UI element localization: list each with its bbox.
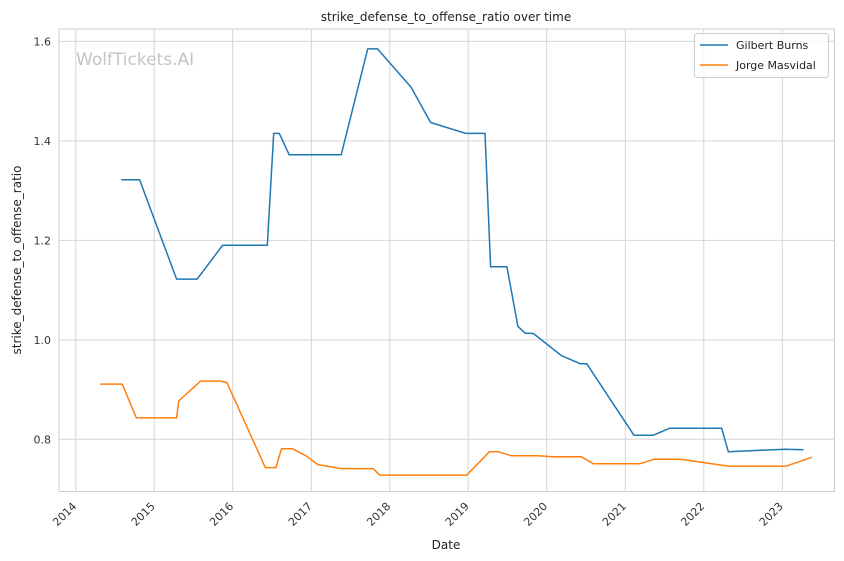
x-axis-ticks: 2014 2015 2016 2017 2018 2019 2020 2021 2022 2023 (50, 500, 785, 529)
x-tick-label: 2022 (678, 500, 707, 529)
x-tick-label: 2019 (443, 500, 472, 529)
x-tick-label: 2021 (600, 500, 629, 529)
y-tick-label: 1.2 (34, 234, 52, 247)
y-tick-label: 1.6 (34, 35, 52, 48)
x-tick-label: 2017 (286, 500, 315, 529)
x-tick-label: 2023 (757, 500, 786, 529)
series-line-jorge-masvidal (100, 380, 813, 476)
legend-label-jorge-masvidal: Jorge Masvidal (735, 59, 816, 72)
x-tick-label: 2020 (521, 500, 550, 529)
plot-area (58, 28, 835, 492)
grid (59, 29, 835, 492)
chart-title: strike_defense_to_offense_ratio over tim… (321, 10, 571, 24)
x-tick-label: 2015 (129, 500, 158, 529)
series-lines (100, 48, 813, 476)
y-axis-ticks: 0.8 1.0 1.2 1.4 1.6 (34, 35, 52, 446)
legend-label-gilbert-burns: Gilbert Burns (736, 39, 809, 52)
x-tick-label: 2016 (207, 500, 236, 529)
y-axis-label: strike_defense_to_offense_ratio (10, 166, 24, 355)
x-tick-label: 2014 (50, 500, 79, 529)
x-tick-label: 2018 (364, 500, 393, 529)
legend: Gilbert Burns Jorge Masvidal (694, 33, 829, 78)
y-tick-label: 0.8 (34, 433, 52, 446)
y-tick-label: 1.4 (34, 135, 52, 148)
y-tick-label: 1.0 (34, 334, 52, 347)
series-line-gilbert-burns (121, 48, 804, 453)
x-axis-label: Date (432, 538, 461, 552)
watermark: WolfTickets.AI (76, 50, 194, 70)
